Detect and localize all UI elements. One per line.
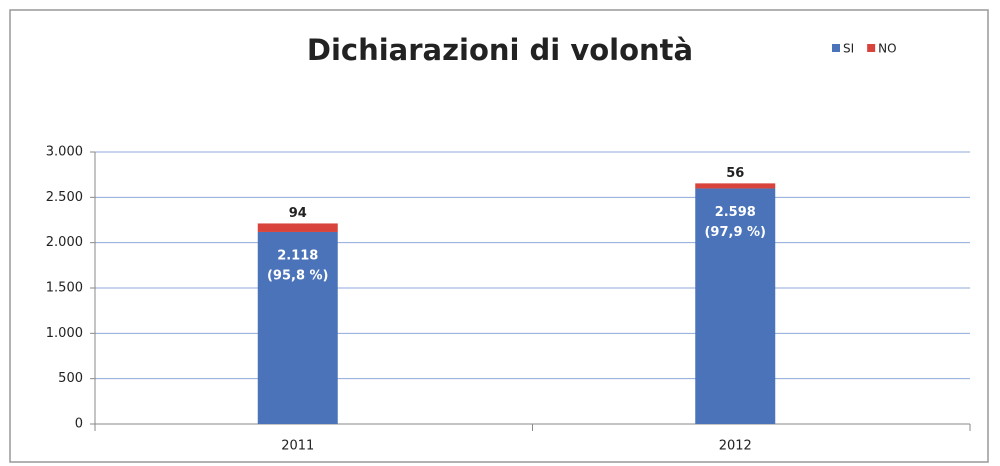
y-tick-label: 2.500 <box>46 190 83 205</box>
bar-segment <box>695 183 776 189</box>
y-tick-label: 0 <box>75 417 83 432</box>
legend-label: SI <box>843 42 854 56</box>
legend-swatch <box>832 44 840 52</box>
y-tick-label: 500 <box>58 371 83 386</box>
y-tick-label: 2.000 <box>46 235 83 250</box>
bar-segment <box>695 188 776 424</box>
chart-frame <box>9 9 989 463</box>
legend-label: NO <box>878 42 896 56</box>
bar-segment <box>257 231 338 424</box>
x-tick-label: 2011 <box>281 439 314 454</box>
data-label: 94 <box>289 206 307 221</box>
y-tick-label: 3.000 <box>46 145 83 160</box>
data-label: 2.118 <box>277 248 318 263</box>
data-label: 2.598 <box>715 205 756 220</box>
share-label: (97,9 %) <box>704 225 766 240</box>
x-tick-label: 2012 <box>719 439 752 454</box>
y-tick-label: 1.000 <box>46 326 83 341</box>
bar-segment <box>257 223 338 232</box>
chart-title: Dichiarazioni di volontà <box>307 33 693 67</box>
y-tick-label: 1.500 <box>46 281 83 296</box>
legend-swatch <box>867 44 876 52</box>
share-label: (95,8 %) <box>267 268 329 283</box>
data-label: 56 <box>726 166 744 181</box>
